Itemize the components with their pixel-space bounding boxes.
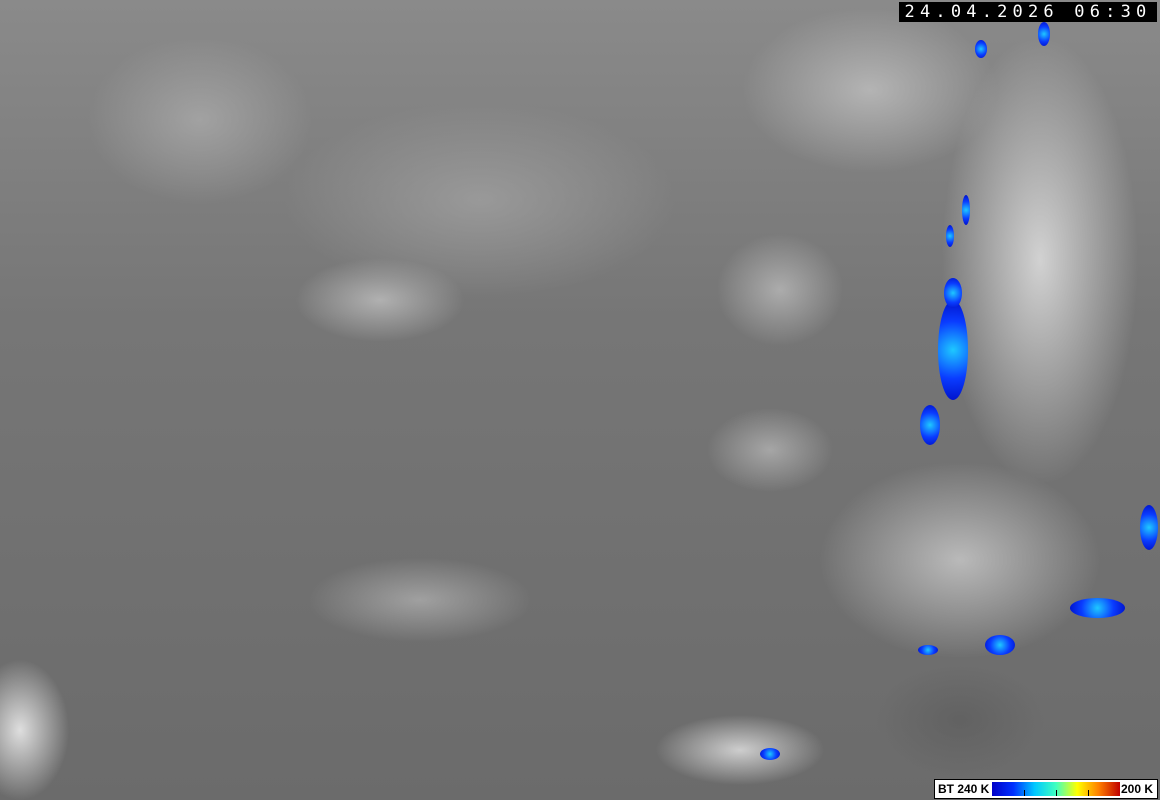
cold-cloud-top (985, 635, 1015, 655)
cold-cloud-top (938, 300, 968, 400)
cold-cloud-top (920, 405, 940, 445)
cold-cloud-top (944, 278, 962, 308)
timestamp-label: 24.04.2026 06:30 (899, 2, 1157, 22)
cold-cloud-top (962, 195, 970, 225)
legend-tick (1024, 790, 1025, 796)
cold-cloud-top (760, 748, 780, 760)
legend-low-label: BT 240 K (938, 782, 990, 796)
cold-cloud-top (946, 225, 954, 247)
legend-tick (1056, 790, 1057, 796)
legend-color-bar (992, 782, 1120, 796)
temperature-legend: BT 240 K 200 K (934, 779, 1158, 799)
cold-cloud-top (1140, 505, 1158, 550)
cold-cloud-top (1038, 22, 1050, 46)
legend-high-label: 200 K (1120, 782, 1153, 796)
cold-cloud-top (918, 645, 938, 655)
legend-tick (1088, 790, 1089, 796)
cold-cloud-top (975, 40, 987, 58)
cold-cloud-top (1070, 598, 1125, 618)
